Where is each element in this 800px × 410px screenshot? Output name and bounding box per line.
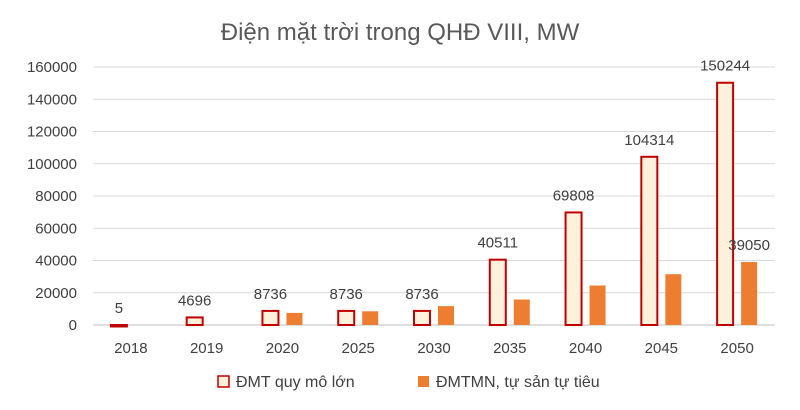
data-label-rooftop: 39050 (728, 237, 770, 254)
legend-swatch-large-scale (217, 375, 230, 388)
y-tick-label: 100000 (27, 156, 77, 173)
data-label-large-scale: 104314 (624, 132, 674, 149)
legend-label-rooftop: ĐMTMN, tự sản tự tiêu (436, 374, 600, 391)
bar-rooftop-2040 (589, 285, 606, 325)
bars (109, 81, 758, 328)
gridlines (93, 66, 775, 326)
y-tick-label: 60000 (35, 220, 77, 237)
y-tick-label: 0 (69, 317, 77, 334)
bar-large-scale-2045 (640, 155, 659, 326)
y-tick-label: 120000 (27, 124, 77, 141)
bar-large-scale-2019 (185, 316, 204, 327)
x-tick-label: 2018 (114, 340, 147, 357)
data-label-large-scale: 8736 (405, 286, 438, 303)
bar-large-scale-2035 (488, 258, 507, 327)
x-tick-label: 2025 (342, 340, 375, 357)
data-label-large-scale: 8736 (330, 286, 363, 303)
x-tick-label: 2040 (569, 340, 602, 357)
legend-label-large-scale: ĐMT quy mô lớn (236, 374, 355, 391)
x-tick-label: 2019 (190, 340, 223, 357)
legend-swatch-rooftop (418, 376, 429, 387)
x-axis-ticks: 2018 2019 2020 2025 2030 2035 2040 2045 2050 (114, 340, 754, 357)
x-tick-label: 2035 (493, 340, 526, 357)
bar-rooftop-2030 (438, 306, 454, 325)
bar-rooftop-2020 (286, 312, 303, 325)
data-label-large-scale: 150244 (700, 58, 750, 75)
bar-rooftop-2035 (513, 299, 530, 325)
x-tick-label: 2030 (417, 340, 450, 357)
legend: ĐMT quy mô lớn ĐMTMN, tự sản tự tiêu (217, 374, 600, 391)
data-label-large-scale: 69808 (553, 187, 595, 204)
data-label-large-scale: 4696 (178, 292, 211, 309)
bar-rooftop-2045 (665, 274, 682, 325)
bar-large-scale-2018 (109, 323, 128, 328)
y-tick-label: 140000 (27, 91, 77, 108)
bar-large-scale-2050 (716, 81, 735, 326)
bar-large-scale-2020 (261, 309, 280, 327)
y-tick-label: 80000 (35, 188, 77, 205)
bar-large-scale-2025 (337, 309, 356, 327)
y-tick-label: 160000 (27, 59, 77, 76)
data-label-large-scale: 40511 (477, 235, 518, 252)
data-label-large-scale: 5 (115, 300, 123, 317)
x-tick-label: 2045 (645, 340, 678, 357)
y-axis-ticks: 0 20000 40000 60000 80000 100000 120000 140000 1… (27, 59, 77, 334)
bar-rooftop-2050 (741, 262, 758, 325)
bar-rooftop-2025 (362, 311, 379, 325)
data-label-large-scale: 8736 (254, 286, 287, 303)
bar-large-scale-2030 (413, 309, 431, 327)
data-labels: 5 4696 8736 8736 8736 40511 69808 104314 150244 3… (115, 58, 770, 317)
bar-large-scale-2040 (564, 211, 583, 326)
chart-title: Điện mặt trời trong QHĐ VIII, MW (221, 19, 580, 46)
y-tick-label: 20000 (35, 285, 77, 302)
x-tick-label: 2050 (720, 340, 753, 357)
x-tick-label: 2020 (266, 340, 299, 357)
y-tick-label: 40000 (35, 253, 77, 270)
